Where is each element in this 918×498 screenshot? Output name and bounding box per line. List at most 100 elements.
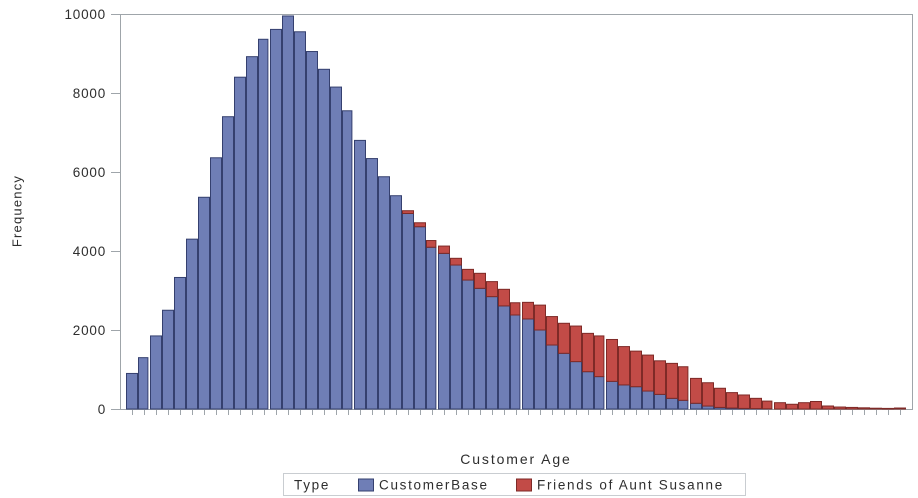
histogram-bar-friends	[726, 392, 738, 409]
histogram-bar-customerbase	[270, 28, 282, 410]
histogram-bar-customerbase	[174, 276, 186, 410]
histogram-bar-friends	[870, 407, 882, 410]
histogram-bar-friends	[582, 332, 594, 373]
histogram-bar-customerbase	[222, 116, 234, 410]
histogram-bar-friends	[846, 406, 858, 410]
histogram-bar-customerbase	[630, 386, 642, 410]
legend: Type CustomerBase Friends of Aunt Susann…	[283, 473, 746, 496]
histogram-bar-friends	[858, 407, 870, 410]
histogram-bar-customerbase	[306, 51, 318, 410]
histogram-bar-customerbase	[378, 176, 390, 410]
histogram-bar-friends	[750, 397, 762, 410]
y-axis-title: Frequency	[9, 174, 25, 248]
histogram-bar-customerbase	[246, 56, 258, 410]
histogram-bar-friends	[630, 350, 642, 388]
legend-label-friends: Friends of Aunt Susanne	[537, 477, 724, 492]
histogram-bar-customerbase	[390, 195, 402, 410]
histogram-bar-customerbase	[162, 309, 174, 410]
histogram-bar-friends	[774, 402, 786, 410]
histogram-bar-friends	[678, 366, 689, 401]
histogram-bar-customerbase	[198, 196, 210, 410]
histogram-bar-friends	[402, 210, 414, 214]
histogram-bar-customerbase	[498, 305, 510, 410]
histogram-bar-customerbase	[462, 279, 474, 410]
histogram-bar-customerbase	[522, 318, 534, 410]
y-tick-label: 4000	[73, 244, 106, 259]
histogram-bar-friends	[786, 403, 798, 410]
histogram-bar-customerbase	[570, 361, 582, 410]
histogram-bar-friends	[882, 407, 894, 410]
histogram-bar-friends	[714, 387, 726, 408]
histogram-bar-customerbase	[666, 397, 678, 410]
histogram-bar-friends	[810, 400, 822, 410]
legend-title: Type	[294, 477, 331, 492]
histogram-bar-customerbase	[342, 110, 353, 410]
histogram-bar-customerbase	[606, 380, 618, 410]
histogram-bar-friends	[822, 405, 834, 410]
histogram-bar-customerbase	[126, 372, 138, 410]
histogram-bar-customerbase	[438, 252, 450, 410]
histogram-bar-friends	[438, 245, 450, 254]
legend-swatch-friends	[516, 478, 532, 491]
histogram-bar-friends	[474, 272, 486, 289]
histogram-bar-customerbase	[486, 296, 498, 410]
histogram-bar-customerbase	[546, 344, 558, 410]
histogram-bar-customerbase	[594, 376, 605, 410]
histogram-bar-customerbase	[210, 157, 222, 410]
histogram-bar-customerbase	[258, 38, 269, 410]
histogram-bar-friends	[498, 288, 510, 307]
histogram-bar-friends	[522, 301, 534, 320]
histogram-bar-friends	[462, 268, 474, 281]
histogram-bar-friends	[702, 382, 714, 407]
histogram-bar-friends	[570, 325, 582, 363]
histogram-bar-friends	[594, 335, 605, 378]
histogram-bar-customerbase	[534, 329, 546, 410]
histogram-bar-friends	[546, 316, 558, 346]
histogram-bar-customerbase	[450, 264, 462, 410]
histogram-bar-customerbase	[474, 287, 486, 410]
histogram-bar-friends	[606, 338, 618, 382]
histogram-bar-friends	[414, 222, 426, 228]
histogram-bar-customerbase	[642, 390, 654, 410]
y-tick-label: 6000	[73, 165, 106, 180]
y-tick-label: 0	[98, 402, 106, 417]
legend-swatch-customerbase	[358, 478, 374, 491]
legend-label-customerbase: CustomerBase	[379, 477, 489, 492]
x-axis-title: Customer Age	[460, 451, 572, 467]
histogram-bar-customerbase	[582, 371, 594, 410]
histogram-bar-friends	[426, 240, 437, 248]
histogram-bar-customerbase	[318, 68, 330, 410]
histogram-bar-friends	[486, 281, 498, 298]
histogram-bar-customerbase	[618, 384, 630, 410]
histogram-bar-friends	[798, 402, 810, 410]
histogram-bar-customerbase	[558, 352, 570, 410]
histogram-bar-friends	[642, 354, 654, 392]
y-tick-label: 2000	[73, 323, 106, 338]
histogram-bar-friends	[666, 362, 678, 399]
histogram-bar-friends	[834, 406, 846, 410]
histogram-bar-customerbase	[330, 86, 342, 410]
histogram-bar-customerbase	[510, 314, 521, 410]
histogram-bar-customerbase	[426, 246, 437, 410]
histogram-bar-customerbase	[138, 357, 149, 410]
plot-frame	[120, 14, 913, 410]
histogram-bar-friends	[762, 400, 773, 410]
histogram-bar-customerbase	[234, 76, 246, 410]
histogram-bar-friends	[534, 304, 546, 331]
histogram-bar-customerbase	[294, 31, 306, 410]
histogram-bar-customerbase	[654, 393, 666, 410]
histogram-bar-friends	[510, 302, 521, 316]
histogram-bar-customerbase	[690, 402, 702, 410]
histogram-bar-customerbase	[366, 158, 378, 410]
histogram-bar-customerbase	[282, 15, 294, 410]
histogram-bar-friends	[690, 377, 702, 404]
histogram-bar-friends	[618, 346, 630, 386]
histogram-bar-friends	[738, 394, 750, 409]
y-tick-label: 10000	[64, 7, 106, 22]
y-tick-label: 8000	[73, 86, 106, 101]
histogram-bar-customerbase	[150, 335, 162, 410]
histogram-bar-friends	[894, 407, 906, 410]
histogram-bar-customerbase	[186, 238, 198, 410]
